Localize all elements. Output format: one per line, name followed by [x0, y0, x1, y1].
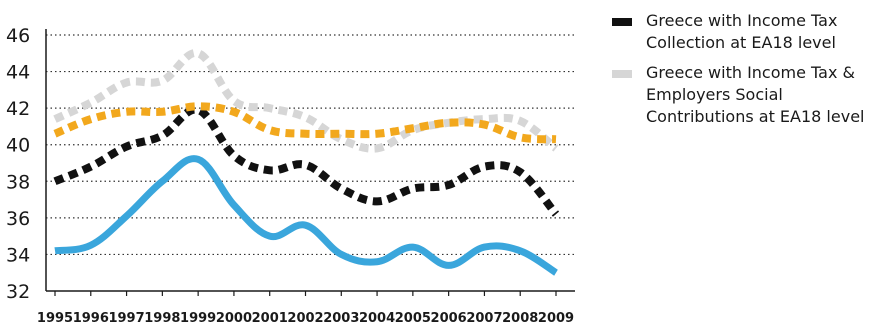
x-tick-label: 2003	[323, 311, 359, 326]
x-tick-label: 1998	[144, 311, 180, 326]
y-tick-labels: 32 34 36 38 40 42 44 46	[6, 25, 30, 303]
series-line-3	[54, 155, 558, 276]
legend-swatch-grey	[612, 70, 632, 78]
legend-label: Greece with Income Tax Collection at EA1…	[646, 11, 838, 52]
y-tick-label: 46	[6, 25, 30, 47]
y-tick-label: 38	[6, 171, 30, 193]
series-line-1	[53, 49, 559, 153]
x-tick-label: 1995	[37, 311, 73, 326]
legend-label: Greece with Income Tax & Employers Socia…	[646, 63, 865, 126]
y-tick-label: 42	[6, 98, 30, 120]
x-tick-label: 2009	[538, 311, 574, 326]
legend-swatch-black	[612, 18, 632, 26]
x-tick-label: 1997	[108, 311, 144, 326]
x-tick-label: 2001	[252, 311, 288, 326]
x-tick-label: 2002	[287, 311, 323, 326]
x-tick-label: 1996	[73, 311, 109, 326]
y-tick-label: 36	[6, 208, 30, 230]
x-tick-label: 2008	[502, 311, 538, 326]
x-tick-label: 2000	[216, 311, 252, 326]
series-line-2	[53, 102, 557, 144]
x-tick-label: 2006	[431, 311, 467, 326]
x-tick-label: 1999	[180, 311, 216, 326]
legend: Greece with Income Tax Collection at EA1…	[612, 10, 882, 136]
y-tick-label: 34	[6, 244, 30, 266]
axes	[45, 29, 575, 296]
y-tick-label: 32	[6, 281, 30, 303]
x-tick-label: 2004	[359, 311, 395, 326]
y-tick-label: 44	[6, 62, 30, 84]
legend-item-income-tax: Greece with Income Tax Collection at EA1…	[612, 10, 882, 54]
x-tick-label: 2005	[395, 311, 431, 326]
series-lines	[53, 49, 560, 276]
legend-item-income-tax-employers: Greece with Income Tax & Employers Socia…	[612, 62, 882, 128]
x-tick-label: 2007	[466, 311, 502, 326]
series-line-0	[53, 105, 560, 217]
x-tick-labels: 1995 1996 1997 1998 1999 2000 2001 2002 2003 2004…	[37, 311, 574, 326]
y-tick-label: 40	[6, 135, 30, 157]
